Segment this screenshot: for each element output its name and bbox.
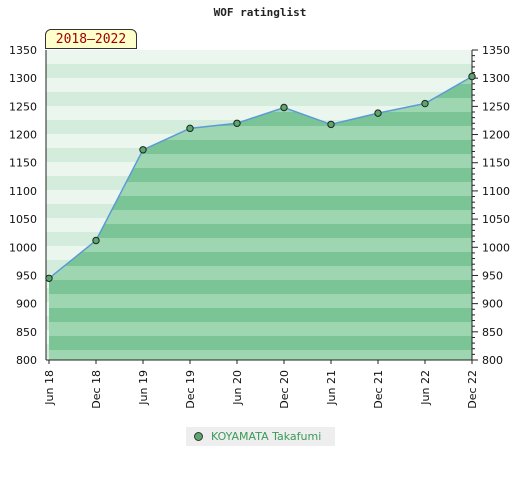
y-tick-label-right: 1300 (482, 72, 510, 85)
data-point[interactable] (327, 120, 335, 129)
background-band (46, 50, 472, 64)
y-tick-label-left: 1050 (9, 213, 37, 226)
legend[interactable]: KOYAMATA Takafumi (186, 427, 335, 446)
y-tick-label-right: 850 (482, 326, 503, 339)
y-tick-label-left: 800 (16, 354, 37, 367)
y-tick-label-right: 1050 (482, 213, 510, 226)
series-line (48, 75, 473, 279)
chart-title: WOF ratinglist (213, 6, 307, 19)
y-tick-label-left: 850 (16, 326, 37, 339)
y-tick-label-right: 1150 (482, 157, 510, 170)
labels-layer: 800 800 850 850 900 900 950 950 1000 1000 1050 1050… (9, 44, 510, 409)
y-tick-label-left: 1250 (9, 100, 37, 113)
x-tick-label: Jun 21 (325, 370, 338, 406)
x-tick-label: Jun 22 (419, 370, 432, 406)
x-tick-label: Jun 18 (43, 370, 56, 406)
data-point[interactable] (421, 99, 429, 108)
legend-marker-icon (194, 432, 203, 441)
legend-label: KOYAMATA Takafumi (211, 430, 322, 443)
y-tick-label-right: 1350 (482, 44, 510, 57)
x-tick-label: Dec 22 (466, 370, 479, 409)
y-tick-label-left: 950 (16, 269, 37, 282)
background-band (46, 92, 472, 106)
background-band (46, 78, 472, 92)
data-point[interactable] (374, 109, 382, 117)
x-tick-label: Dec 20 (278, 370, 291, 409)
y-tick-label-right: 1200 (482, 129, 510, 142)
x-tick-label: Dec 18 (90, 370, 103, 409)
y-tick-label-right: 950 (482, 269, 503, 282)
data-point[interactable] (233, 119, 241, 127)
area-layer (49, 76, 472, 360)
y-tick-label-right: 1000 (482, 241, 510, 254)
y-tick-label-left: 1300 (9, 72, 37, 85)
x-tick-label: Dec 19 (184, 370, 197, 409)
y-tick-label-right: 800 (482, 354, 503, 367)
data-point[interactable] (45, 274, 53, 282)
y-tick-label-left: 1000 (9, 241, 37, 254)
y-tick-label-left: 900 (16, 298, 37, 311)
line-layer (48, 75, 473, 279)
data-point[interactable] (186, 124, 194, 133)
y-tick-label-right: 1100 (482, 185, 510, 198)
x-tick-label: Jun 19 (137, 370, 150, 406)
series-area (49, 76, 472, 360)
x-tick-label: Jun 20 (231, 370, 244, 406)
y-tick-label-left: 1100 (9, 185, 37, 198)
y-tick-label-right: 1250 (482, 100, 510, 113)
data-point[interactable] (92, 236, 100, 245)
y-tick-label-right: 900 (482, 298, 503, 311)
x-tick-label: Dec 21 (372, 370, 385, 409)
data-point[interactable] (139, 146, 147, 154)
points-layer (45, 72, 476, 282)
data-point[interactable] (468, 72, 476, 81)
data-point[interactable] (280, 103, 288, 112)
axes-layer (45, 49, 478, 364)
background-band (46, 64, 472, 78)
y-tick-label-left: 1150 (9, 157, 37, 170)
y-tick-label-left: 1200 (9, 129, 37, 142)
y-tick-label-left: 1350 (9, 44, 37, 57)
period-badge: 2018–2022 (45, 29, 137, 49)
